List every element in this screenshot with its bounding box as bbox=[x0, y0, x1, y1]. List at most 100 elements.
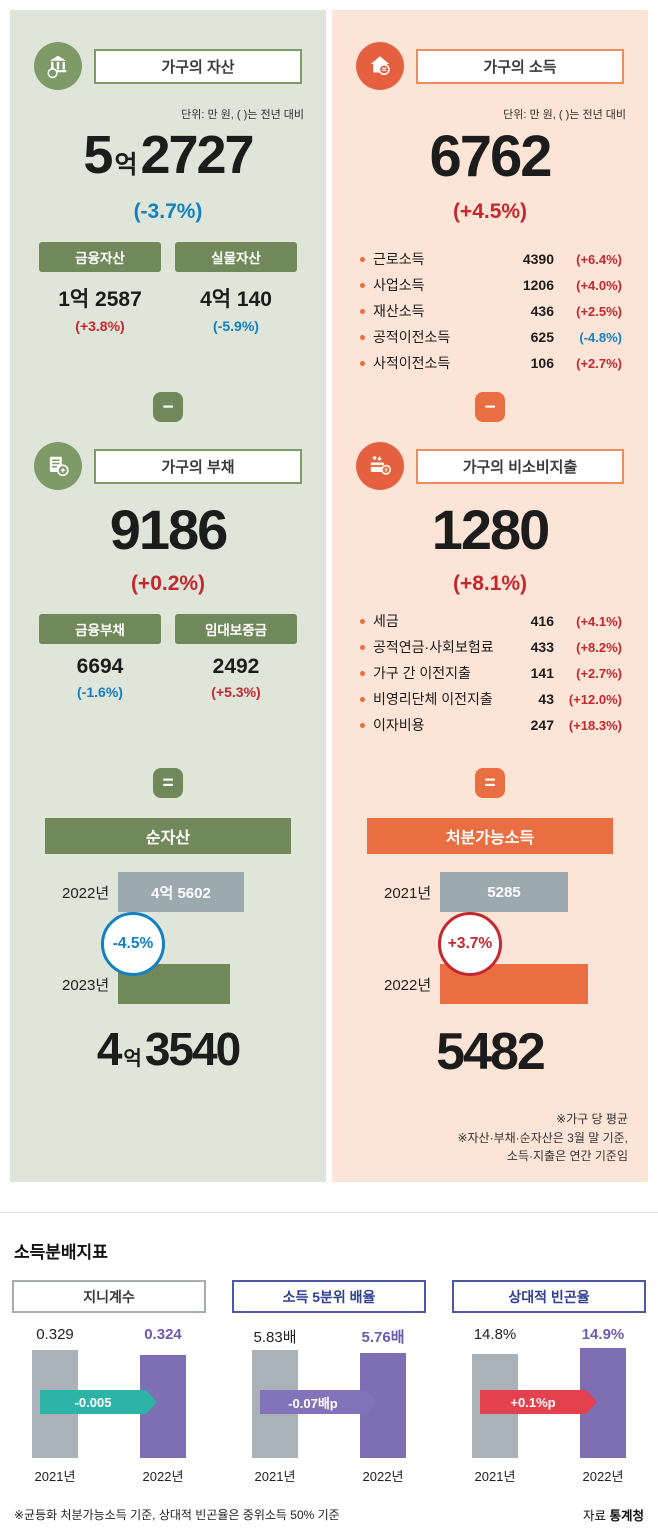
gini-value-2021: 0.329 bbox=[36, 1326, 74, 1343]
income-panel: 가구의 소득 단위: 만 원, ( )는 전년 대비 6762 (+4.5%) … bbox=[332, 10, 648, 1182]
assets-total: 5 억2727 bbox=[32, 128, 304, 182]
source-label: 자료 bbox=[582, 1509, 606, 1523]
net-assets-total-sub: 3540 bbox=[144, 1023, 241, 1075]
section-divider bbox=[0, 1212, 658, 1213]
assets-total-sub: 2727 bbox=[140, 125, 254, 185]
expenditure-item-change: (+2.7%) bbox=[576, 665, 622, 681]
list-item: 비영리단체 이전지출 43 (+12.0%) bbox=[360, 686, 622, 712]
source-credit: 자료 통계청 bbox=[583, 1505, 644, 1524]
expenditure-item-label: 비영리단체 이전지출 bbox=[373, 691, 493, 707]
expenditure-item-label: 세금 bbox=[373, 613, 399, 629]
income-item-change: (+2.7%) bbox=[576, 355, 622, 371]
quintile-chart: 소득 5분위 배율 5.83배 5.76배 -0.07배p 2021년 2022… bbox=[232, 1280, 426, 1508]
quintile-year-2022: 2022년 bbox=[362, 1469, 404, 1484]
bar-year-label: 2023년 bbox=[62, 976, 110, 994]
income-title: 가구의 소득 bbox=[416, 48, 624, 84]
income-item-value: 106 bbox=[530, 355, 554, 371]
expenditure-item-value: 247 bbox=[530, 717, 554, 733]
financial-debt-box: 금융부채 6694 (-1.6%) bbox=[39, 614, 161, 700]
income-item-label: 재산소득 bbox=[373, 303, 425, 319]
income-item-change: (+6.4%) bbox=[576, 251, 622, 267]
quintile-title: 소득 5분위 배율 bbox=[232, 1280, 426, 1313]
rental-deposit-change: (+5.3%) bbox=[211, 684, 261, 700]
list-item: 이자비용 247 (+18.3%) bbox=[360, 712, 622, 738]
poverty-title: 상대적 빈곤율 bbox=[452, 1280, 646, 1313]
net-assets-chart: 2022년 4억 5602 -4.5% 2023년 bbox=[32, 872, 304, 1072]
equals-icon: = bbox=[475, 768, 505, 798]
rental-deposit-label: 임대보증금 bbox=[175, 614, 297, 644]
income-total: 6762 bbox=[429, 124, 552, 189]
list-item: 공적이전소득 625 (-4.8%) bbox=[360, 324, 622, 350]
net-assets-bar-2022: 4억 5602 bbox=[118, 872, 244, 912]
assets-unit-note: 단위: 만 원, ( )는 전년 대비 bbox=[181, 109, 304, 121]
footnote-line: ※자산·부채·순자산은 3월 말 기준, bbox=[457, 1130, 628, 1145]
list-item: 근로소득 4390 (+6.4%) bbox=[360, 246, 622, 272]
expenditure-item-value: 416 bbox=[530, 613, 554, 629]
bar-year-label: 2022년 bbox=[384, 976, 432, 994]
income-item-value: 1206 bbox=[522, 277, 554, 293]
expenditure-item-change: (+8.2%) bbox=[576, 639, 622, 655]
gini-title: 지니계수 bbox=[12, 1280, 206, 1313]
gini-chart: 지니계수 0.329 0.324 -0.005 2021년 2022년 bbox=[12, 1280, 206, 1508]
net-assets-row-2022: 2022년 4억 5602 bbox=[62, 872, 244, 912]
disposable-change-badge: +3.7% bbox=[438, 912, 502, 976]
financial-assets-box: 금융자산 1억 2587 (+3.8%) bbox=[39, 242, 161, 334]
disposable-row-2021: 2021년 5285 bbox=[384, 872, 568, 912]
expenditure-header: 가구의 비소비지출 bbox=[356, 442, 624, 490]
financial-debt-change: (-1.6%) bbox=[77, 684, 123, 700]
income-item-label: 사적이전소득 bbox=[373, 355, 451, 371]
income-item-change: (+2.5%) bbox=[576, 303, 622, 319]
income-icon bbox=[356, 42, 404, 90]
debt-icon bbox=[34, 442, 82, 490]
income-item-label: 사업소득 bbox=[373, 277, 425, 293]
expenditure-item-label: 이자비용 bbox=[373, 717, 425, 733]
financial-assets-change: (+3.8%) bbox=[75, 318, 125, 334]
list-item: 재산소득 436 (+2.5%) bbox=[360, 298, 622, 324]
income-unit-note: 단위: 만 원, ( )는 전년 대비 bbox=[503, 109, 626, 121]
list-item: 세금 416 (+4.1%) bbox=[360, 608, 622, 634]
income-item-change: (+4.0%) bbox=[576, 277, 622, 293]
quintile-value-2022: 5.76배 bbox=[361, 1329, 405, 1346]
expenditure-item-label: 가구 간 이전지출 bbox=[373, 665, 471, 681]
net-assets-change-badge: -4.5% bbox=[101, 912, 165, 976]
list-item: 가구 간 이전지출 141 (+2.7%) bbox=[360, 660, 622, 686]
footnote-line: 소득·지출은 연간 기준임 bbox=[506, 1149, 628, 1164]
minus-icon: − bbox=[153, 392, 183, 422]
distribution-heading: 소득분배지표 bbox=[14, 1243, 108, 1262]
expenditure-title: 가구의 비소비지출 bbox=[416, 448, 624, 484]
expenditure-icon bbox=[356, 442, 404, 490]
debt-header: 가구의 부채 bbox=[34, 442, 302, 490]
income-item-value: 436 bbox=[530, 303, 554, 319]
bullet-icon bbox=[360, 256, 365, 262]
list-item: 공적연금·사회보험료 433 (+8.2%) bbox=[360, 634, 622, 660]
equals-icon: = bbox=[153, 768, 183, 798]
net-assets-total: 4 억3540 bbox=[32, 1026, 304, 1072]
income-item-value: 4390 bbox=[522, 251, 554, 267]
rental-deposit-value: 2492 bbox=[212, 655, 260, 678]
gini-change-arrow: -0.005 bbox=[40, 1390, 157, 1414]
assets-panel: 가구의 자산 단위: 만 원, ( )는 전년 대비 5 억2727 (-3.7%… bbox=[10, 10, 326, 1182]
assets-total-main: 5 bbox=[83, 125, 113, 185]
expenditure-item-value: 433 bbox=[530, 639, 554, 655]
income-header: 가구의 소득 bbox=[356, 42, 624, 90]
footnote-line: ※가구 당 평균 bbox=[556, 1112, 628, 1126]
bullet-icon bbox=[360, 308, 365, 314]
assets-icon bbox=[34, 42, 82, 90]
poverty-year-2021: 2021년 bbox=[474, 1469, 516, 1484]
net-assets-total-unit: 억 bbox=[123, 1048, 142, 1070]
real-assets-label: 실물자산 bbox=[175, 242, 297, 272]
assets-breakdown: 금융자산 1억 2587 (+3.8%) 실물자산 4억 140 (-5.9%) bbox=[32, 242, 304, 334]
poverty-change-arrow: +0.1%p bbox=[480, 1390, 597, 1414]
list-item: 사업소득 1206 (+4.0%) bbox=[360, 272, 622, 298]
expenditure-breakdown-list: 세금 416 (+4.1%) 공적연금·사회보험료 433 (+8.2%) 가구… bbox=[360, 608, 622, 738]
gini-year-2022: 2022년 bbox=[142, 1469, 184, 1484]
footnotes: ※가구 당 평균 ※자산·부채·순자산은 3월 말 기준, 소득·지출은 연간 … bbox=[342, 1110, 628, 1166]
bar-value-label: 4억 5602 bbox=[151, 884, 211, 902]
income-breakdown-list: 근로소득 4390 (+6.4%) 사업소득 1206 (+4.0%) 재산소득… bbox=[360, 246, 622, 376]
bottom-note: ※균등화 처분가능소득 기준, 상대적 빈곤율은 중위소득 50% 기준 bbox=[14, 1508, 340, 1522]
assets-change: (-3.7%) bbox=[133, 200, 203, 223]
debt-change: (+0.2%) bbox=[130, 572, 206, 595]
source-name: 통계청 bbox=[609, 1509, 644, 1523]
poverty-year-2022: 2022년 bbox=[582, 1469, 624, 1484]
